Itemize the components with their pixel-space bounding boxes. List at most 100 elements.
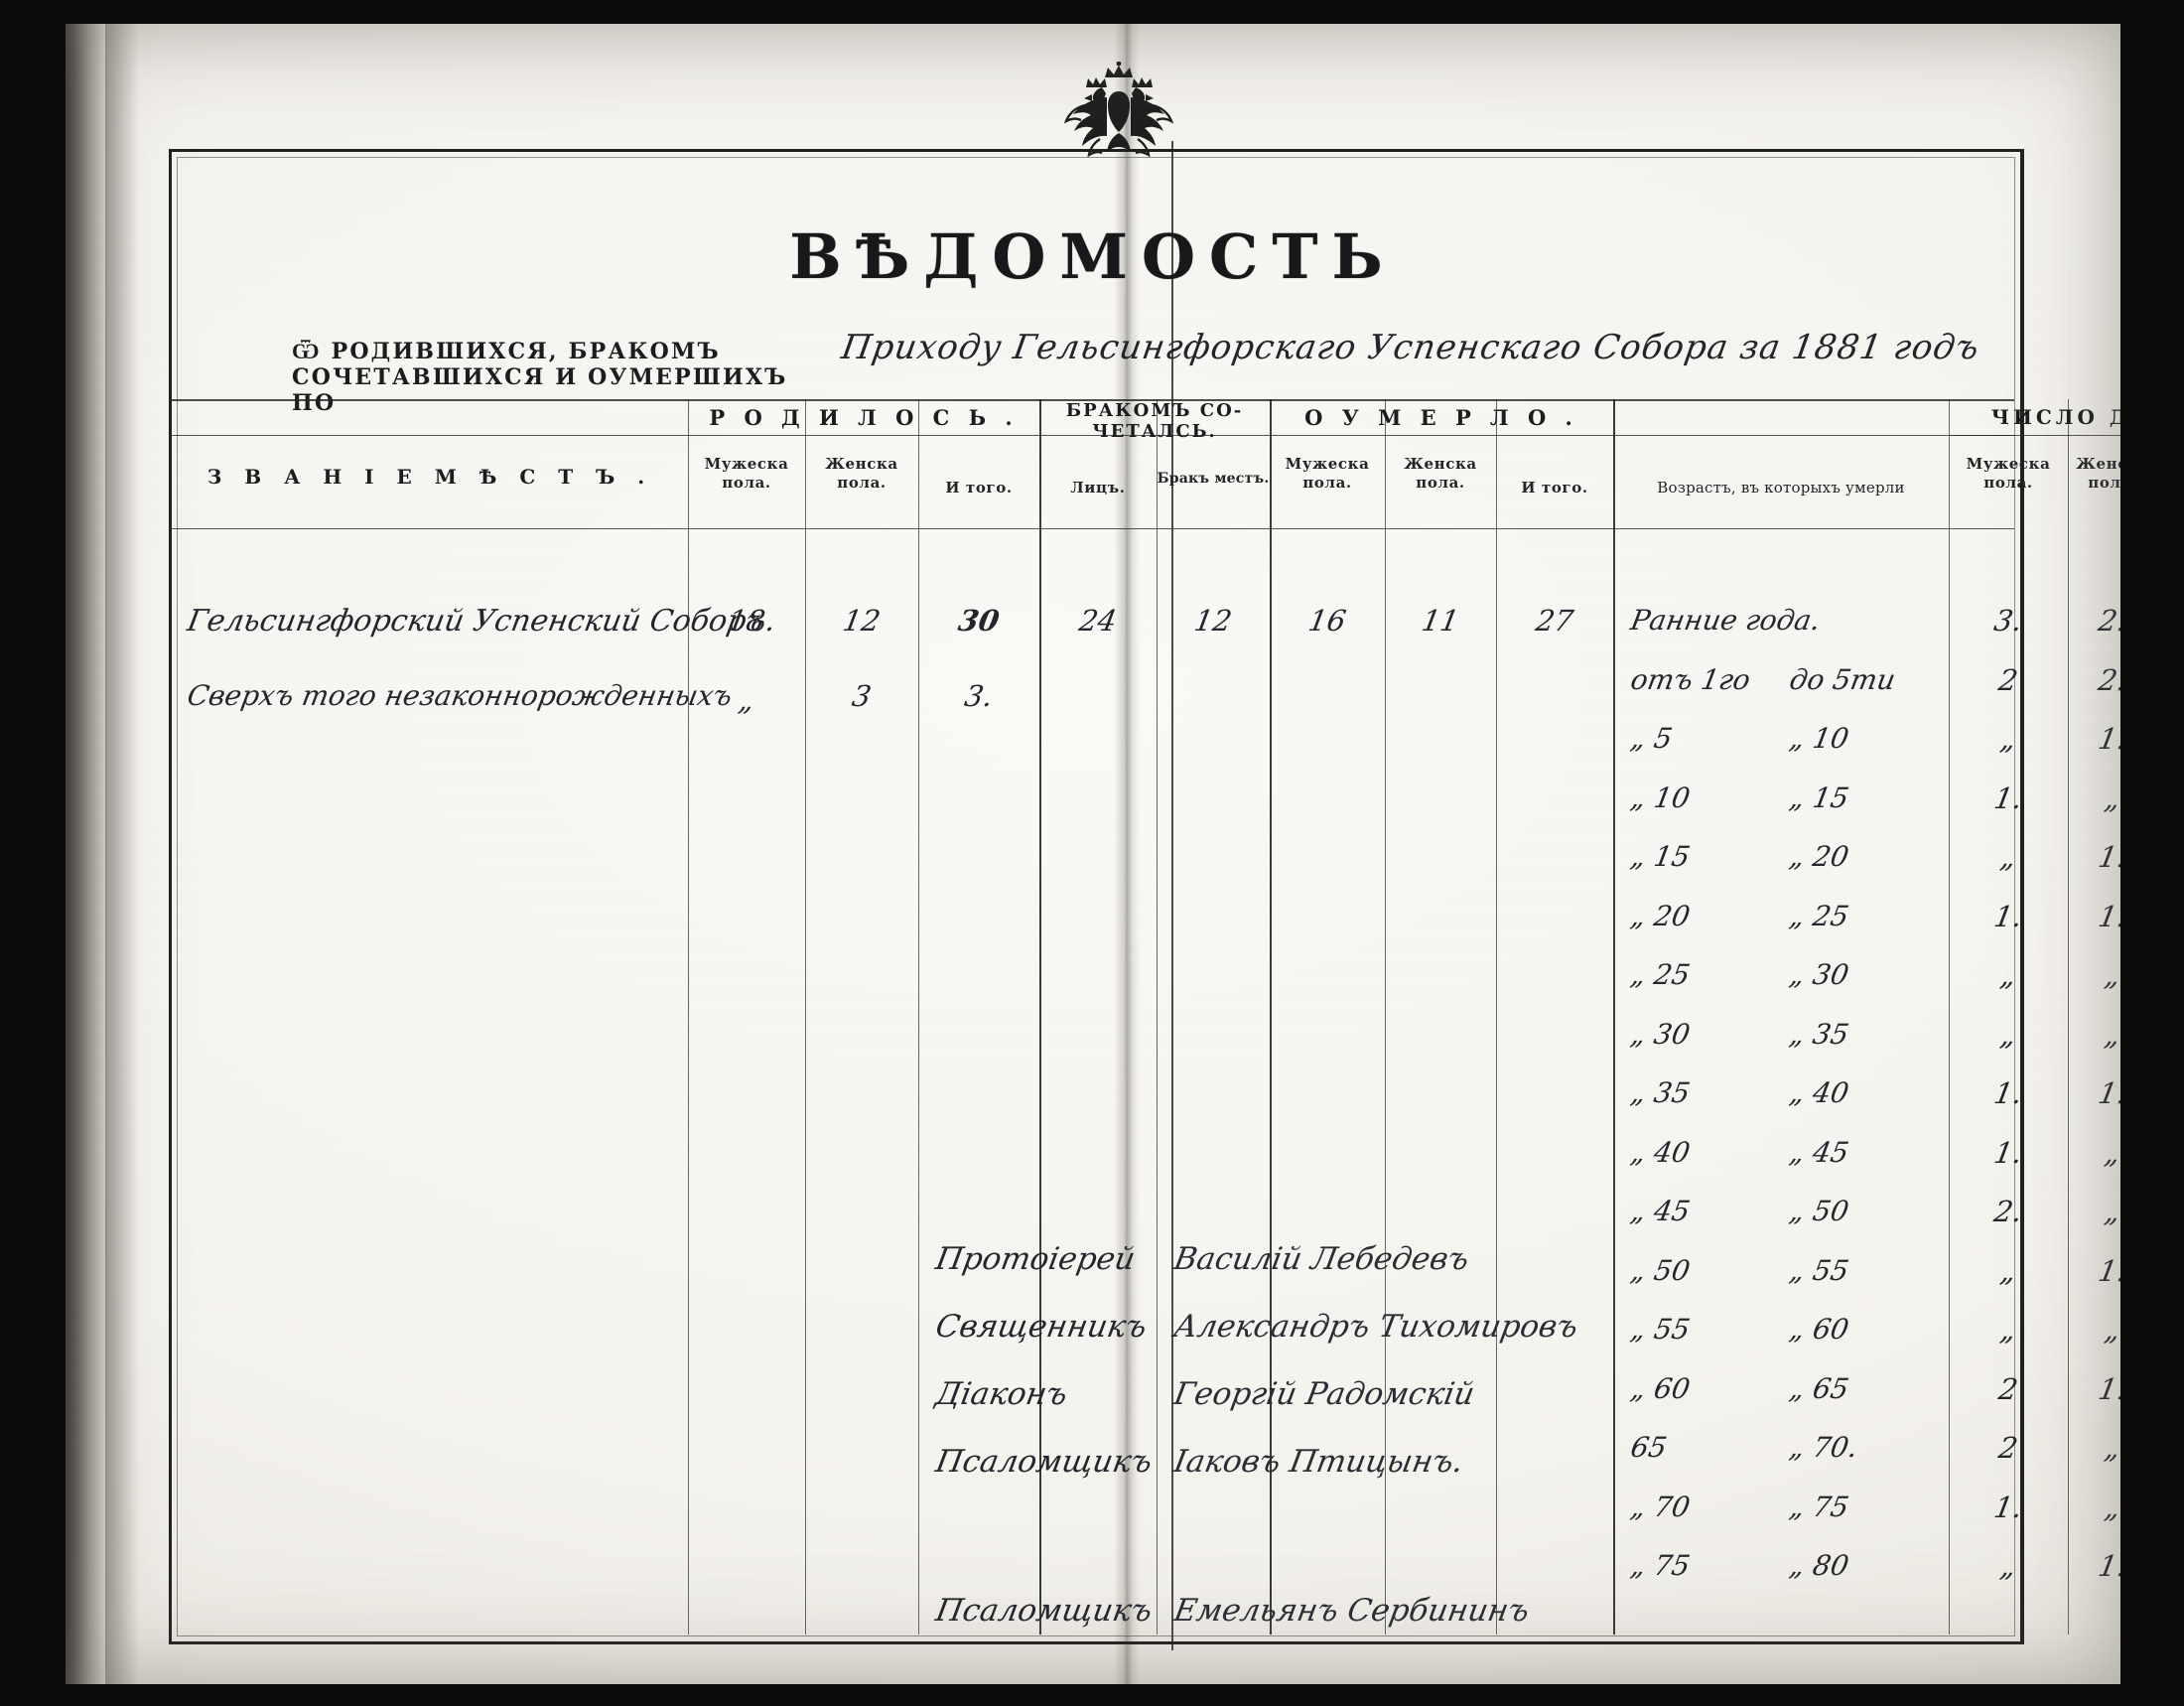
subheader-died-female-l2: пола. — [1416, 473, 1465, 492]
age-row-souls-male: 2 — [1995, 1371, 2021, 1406]
age-range-from: „ 15 — [1628, 840, 1693, 873]
age-range-from: „ 25 — [1628, 958, 1693, 991]
age-row-souls-male: 1. — [1991, 1135, 2025, 1170]
subheader-born-male: Мужеска пола. — [688, 455, 805, 493]
age-range-to: „ 30 — [1787, 958, 1851, 991]
age-range-to: „ 70. — [1787, 1431, 1860, 1464]
age-range-from: „ 55 — [1628, 1313, 1693, 1346]
row1-born-female: 3 — [849, 679, 875, 713]
age-range-from: 65 — [1628, 1431, 1670, 1464]
row0-died-total: 27 — [1533, 604, 1576, 638]
table-top-rule — [172, 399, 2014, 401]
age-range-from: „ 40 — [1628, 1135, 1693, 1169]
row0-married-brak: 12 — [1191, 604, 1235, 638]
page-title: ВѢДОМОСТЬ — [789, 220, 1397, 293]
age-range-to: „ 25 — [1787, 899, 1851, 932]
page-gutter — [1114, 22, 1140, 1686]
page-fold-line — [1171, 141, 1173, 1650]
subtitle-handwritten: Приходу Гельсингфорскаго Успенскаго Собо… — [839, 328, 1983, 367]
photo-edge-top — [0, 0, 2184, 24]
subheader-born-female-l2: пола. — [837, 473, 887, 492]
header-died-group: О У М Е Р Л О . — [1304, 405, 1578, 430]
age-range-to: „ 45 — [1787, 1135, 1851, 1169]
col-sep-mar-p — [1157, 399, 1158, 1635]
age-row-souls-male: 1. — [1991, 781, 2025, 815]
subheader-married-persons: Лицъ. — [1070, 479, 1126, 497]
subheader-born-total: И того. — [945, 479, 1013, 497]
row0-born-female: 12 — [840, 604, 884, 638]
age-row-souls-male: 3. — [1991, 604, 2025, 638]
age-range-from: „ 50 — [1628, 1253, 1693, 1287]
age-row-souls-male: 1. — [1991, 1076, 2025, 1110]
subheader-age-column: Возрастъ, въ которыхъ умерли — [1657, 479, 1905, 497]
subheader-died-total: И того. — [1521, 479, 1588, 497]
col-sep-born-m — [805, 399, 806, 1635]
subheader-born-female: Женска пола. — [805, 455, 918, 493]
printed-border-frame — [169, 149, 2024, 1644]
souls-group-rule — [1949, 435, 2184, 436]
age-row-souls-male: „ — [1997, 1549, 2019, 1583]
age-range-from: „ 70 — [1628, 1490, 1693, 1523]
subheader-souls-male: Мужеска пола. — [1949, 455, 2068, 493]
age-range-to: „ 60 — [1787, 1313, 1851, 1346]
age-range-from: „ 45 — [1628, 1195, 1693, 1227]
age-range-from: „ 5 — [1628, 722, 1676, 755]
age-range-from: „ 10 — [1628, 781, 1693, 814]
row0-married-persons: 24 — [1076, 604, 1120, 638]
photo-edge-left — [0, 0, 66, 1706]
age-range-to: „ 20 — [1787, 840, 1851, 873]
age-row-souls-male: „ — [1997, 958, 2019, 992]
age-range-to: „ 15 — [1787, 781, 1851, 814]
subheader-born-male-l1: Мужеска — [704, 455, 789, 473]
table-group-rule — [172, 435, 2014, 436]
subtitle-printed: Ѿ родившихся, бракомъ сочетавшихся и оум… — [292, 339, 788, 416]
signature-name: Емельянъ Сербининъ — [1170, 1593, 1533, 1629]
age-range-from: „ 35 — [1628, 1076, 1693, 1109]
row0-died-female: 11 — [1419, 604, 1462, 638]
age-row-souls-male: 2. — [1991, 1195, 2025, 1228]
age-row-souls-male: „ — [1997, 1253, 2019, 1288]
book-binding-gradient — [105, 22, 139, 1686]
col-sep-died-f — [1496, 399, 1497, 1635]
age-range-to: „ 55 — [1787, 1253, 1851, 1287]
header-places: З В А Н І Е М Ѣ С Т Ъ . — [206, 465, 653, 489]
age-row-souls-male: „ — [1997, 722, 2019, 756]
signature-rank: Протоіерей — [932, 1241, 1139, 1277]
subheader-died-female: Женска пола. — [1385, 455, 1496, 493]
age-range-from: „ 20 — [1628, 899, 1693, 932]
table-row: Сверхъ того незаконнорожденныхъ — [185, 679, 736, 712]
col-sep-born-f — [918, 399, 919, 1635]
photo-edge-bottom — [0, 1684, 2184, 1706]
age-range-to: „ 75 — [1787, 1490, 1851, 1523]
signature-name: Георгій Радомскій — [1170, 1376, 1478, 1412]
subheader-born-female-l1: Женска — [825, 455, 898, 473]
age-row-souls-male: 2 — [1995, 1431, 2021, 1465]
age-row-souls-male: „ — [1997, 1017, 2019, 1052]
document-page: ВѢДОМОСТЬ Ѿ родившихся, бракомъ сочетавш… — [62, 22, 2184, 1686]
age-range-to: „ 35 — [1787, 1017, 1851, 1051]
col-sep-souls — [1949, 399, 1950, 1635]
col-sep-souls-m — [2068, 399, 2069, 1635]
signature-rank: Священникъ — [932, 1309, 1150, 1345]
age-range-to: „ 65 — [1787, 1371, 1851, 1405]
col-sep-died-m — [1385, 399, 1386, 1635]
header-married-group: БРАКОМЪ СО-ЧЕТАЛСЬ. — [1065, 400, 1244, 442]
age-range-to: „ 10 — [1787, 722, 1851, 755]
subheader-died-male-l2: пола. — [1302, 473, 1352, 492]
register-table: З В А Н І Е М Ѣ С Т Ъ . Р О Д И Л О С Ь … — [172, 399, 2184, 1635]
signature-rank: Псаломщикъ — [932, 1444, 1156, 1480]
age-row-souls-male: „ — [1997, 840, 2019, 874]
row0-born-total: 30 — [955, 604, 1003, 638]
age-range-to: „ 50 — [1787, 1195, 1851, 1227]
row1-born-male: „ — [736, 683, 757, 717]
age-range-to: „ 40 — [1787, 1076, 1851, 1109]
col-sep-died — [1270, 399, 1272, 1635]
row1-born-total: 3. — [962, 679, 996, 713]
col-sep-born — [688, 399, 689, 1635]
age-row-souls-male: 1. — [1991, 1490, 2025, 1524]
age-range-from: „ 75 — [1628, 1549, 1693, 1582]
age-range-from: отъ 1го — [1628, 662, 1753, 696]
age-range-to: до 5ти — [1787, 662, 1898, 696]
age-range-from: „ 60 — [1628, 1371, 1693, 1405]
signature-rank: Діаконъ — [932, 1376, 1071, 1412]
